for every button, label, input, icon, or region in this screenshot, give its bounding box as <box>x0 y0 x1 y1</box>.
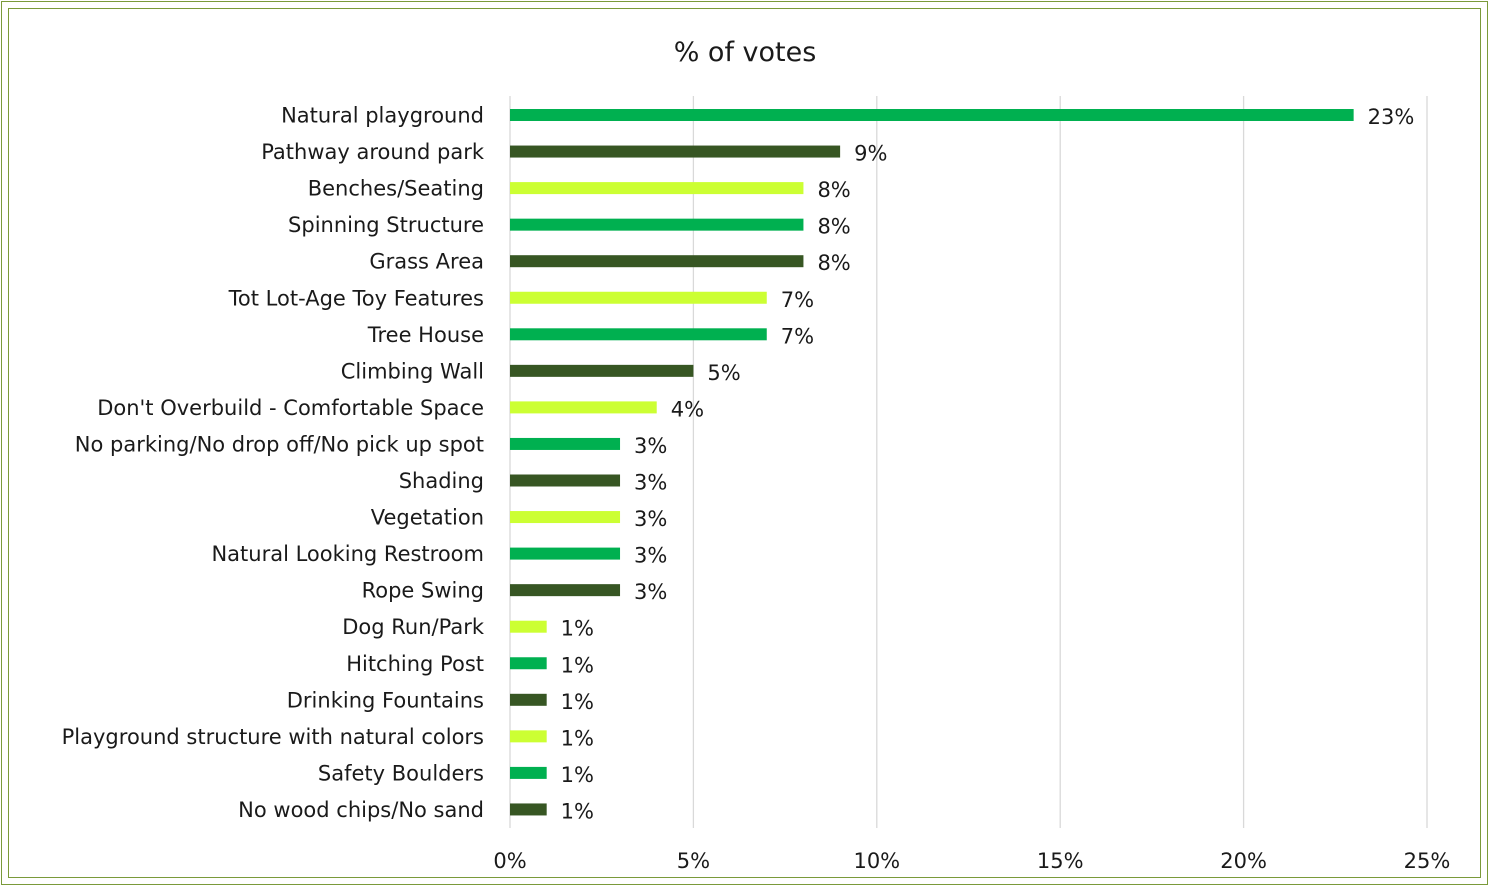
category-label: Vegetation <box>371 506 484 530</box>
data-label: 1% <box>561 690 594 714</box>
bar <box>510 145 841 158</box>
bar <box>510 693 547 706</box>
label-layer: Natural playground 23% Pathway around park… <box>62 104 1415 824</box>
data-label: 7% <box>781 324 814 348</box>
bar <box>510 109 1354 121</box>
chart-title: % of votes <box>674 37 817 68</box>
bar <box>510 328 767 341</box>
category-label: Pathway around park <box>261 140 485 164</box>
bar <box>510 730 547 743</box>
bar <box>510 584 621 597</box>
category-label: Don't Overbuild - Comfortable Space <box>97 396 484 420</box>
category-label: Benches/Seating <box>308 177 484 201</box>
bar <box>510 437 621 450</box>
category-label: Tot Lot-Age Toy Features <box>228 286 484 310</box>
category-label: Natural playground <box>281 104 484 128</box>
x-tick-label: 10% <box>853 849 900 873</box>
category-label: Drinking Fountains <box>287 688 484 712</box>
x-tick-label: 5% <box>677 849 710 873</box>
chart-frame-inner <box>8 8 1481 878</box>
category-label: No parking/No drop off/No pick up spot <box>75 432 484 456</box>
bar <box>510 657 547 670</box>
category-label: Climbing Wall <box>341 359 484 383</box>
data-label: 3% <box>634 544 667 568</box>
bar <box>510 255 804 268</box>
category-label: Shading <box>399 469 484 493</box>
data-label: 3% <box>634 434 667 458</box>
category-label: Hitching Post <box>346 652 484 676</box>
x-tick-label: 20% <box>1220 849 1267 873</box>
category-label: Spinning Structure <box>288 213 484 237</box>
data-label: 1% <box>561 726 594 750</box>
bar <box>510 474 621 487</box>
bar <box>510 401 657 414</box>
bar <box>510 620 547 633</box>
data-label: 1% <box>561 653 594 677</box>
data-label: 8% <box>817 215 850 239</box>
x-tick-label: 25% <box>1404 849 1451 873</box>
category-label: No wood chips/No sand <box>238 798 484 822</box>
data-label: 8% <box>817 178 850 202</box>
data-label: 1% <box>561 799 594 823</box>
data-label: 7% <box>781 288 814 312</box>
bar <box>510 218 804 231</box>
x-axis-ticks: 0% 5% 10% 15% 20% 25% <box>493 849 1450 873</box>
data-label: 1% <box>561 763 594 787</box>
category-label: Grass Area <box>369 250 484 274</box>
bar <box>510 547 621 560</box>
bar <box>510 766 547 779</box>
category-label: Natural Looking Restroom <box>211 542 484 566</box>
data-label: 3% <box>634 471 667 495</box>
bar <box>510 364 694 377</box>
category-label: Playground structure with natural colors <box>62 725 484 749</box>
category-label: Rope Swing <box>362 579 484 603</box>
bar <box>510 291 767 304</box>
data-label: 3% <box>634 507 667 531</box>
data-label: 9% <box>854 142 887 166</box>
data-label: 8% <box>817 251 850 275</box>
bar <box>510 511 621 524</box>
data-label: 23% <box>1368 105 1415 129</box>
x-tick-label: 15% <box>1037 849 1084 873</box>
data-label: 5% <box>707 361 740 385</box>
category-label: Safety Boulders <box>318 761 484 785</box>
bar <box>510 182 804 195</box>
data-label: 1% <box>561 617 594 641</box>
x-tick-label: 0% <box>493 849 526 873</box>
data-label: 4% <box>671 397 704 421</box>
grid-layer <box>509 96 1428 828</box>
data-label: 3% <box>634 580 667 604</box>
category-label: Dog Run/Park <box>342 615 485 639</box>
bar-layer <box>510 109 1354 816</box>
category-label: Tree House <box>367 323 484 347</box>
bar <box>510 803 547 816</box>
